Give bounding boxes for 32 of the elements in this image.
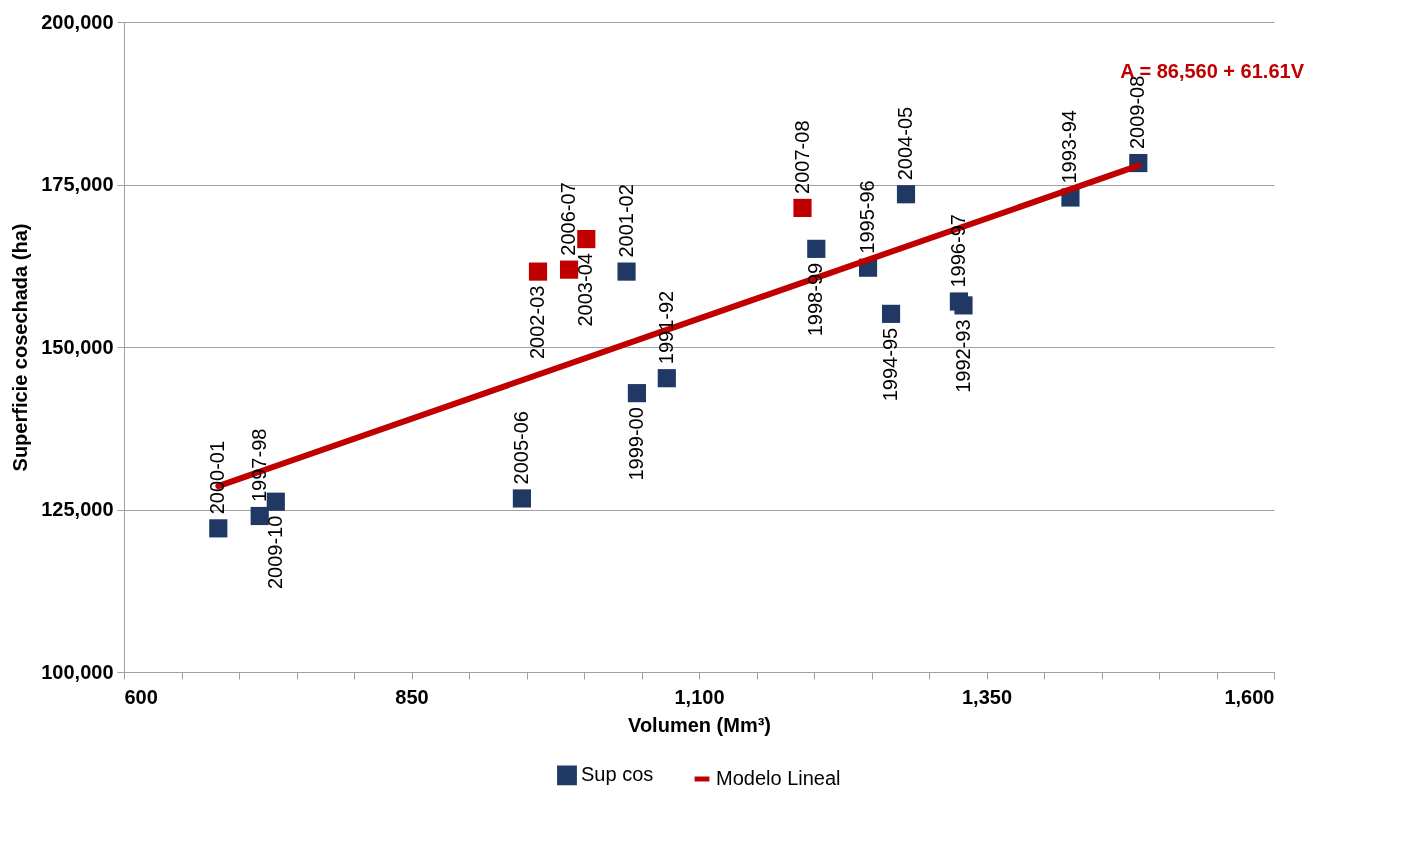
annotation: 1993-94 — [1058, 110, 1081, 184]
x-tick-label: 1,350 — [961, 685, 1013, 708]
annotation: 2006-07 — [557, 182, 580, 256]
x-axis-title: Volumen (Mm³) — [628, 713, 771, 736]
legend-label: Sup cos — [581, 763, 654, 786]
annotation: 2000-01 — [206, 440, 229, 515]
x-tick-label: 600 — [124, 685, 158, 708]
y-tick-label: 200,000 — [41, 10, 114, 33]
annotation: 2009-10 — [263, 515, 286, 590]
y-tick-label: 150,000 — [41, 335, 114, 358]
annotation: 2005-06 — [509, 411, 532, 485]
legend-label: Modelo Lineal — [716, 767, 841, 789]
x-tick-label: 1,600 — [1224, 685, 1275, 708]
x-tick-label: 1,100 — [674, 685, 725, 708]
annotation: 2001-02 — [614, 184, 637, 258]
annotation: 1992-93 — [951, 319, 974, 393]
annotation: 1995-96 — [856, 180, 879, 254]
y-axis-title: Superficie cosechada (ha) — [9, 223, 32, 472]
annotation: 1994-95 — [879, 327, 902, 402]
annotation: 2003-04 — [574, 253, 597, 327]
x-tick-label: 850 — [395, 685, 429, 708]
y-tick-label: 175,000 — [41, 173, 114, 195]
annotation: 2002-03 — [526, 285, 548, 360]
annotation: 2007-08 — [790, 120, 813, 194]
annotation: 1997-98 — [247, 428, 270, 502]
annotation: 2004-05 — [894, 106, 916, 181]
y-tick-label: 100,000 — [41, 660, 114, 683]
y-tick-label: 125,000 — [41, 498, 114, 520]
annotation: 1991-92 — [654, 290, 677, 365]
annotation: 1996-97 — [946, 214, 969, 288]
annotation: 1999-00 — [624, 407, 647, 481]
annotation: 1998-99 — [804, 262, 827, 337]
